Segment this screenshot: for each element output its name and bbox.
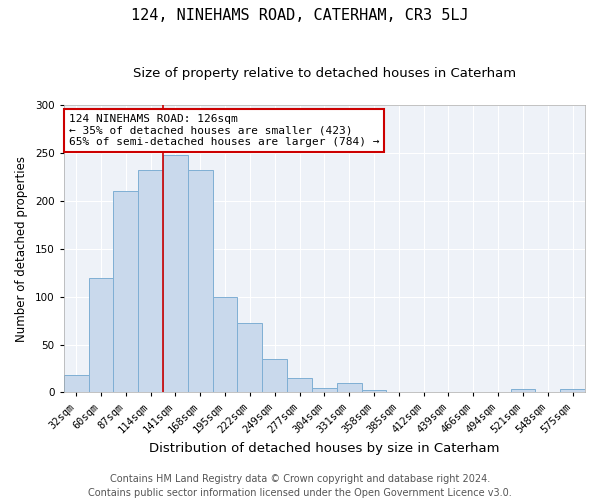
Bar [163, 155, 188, 392]
Bar [337, 383, 362, 392]
Bar [287, 378, 312, 392]
Bar [89, 278, 113, 392]
Bar [312, 388, 337, 392]
Bar [64, 375, 89, 392]
Y-axis label: Number of detached properties: Number of detached properties [15, 156, 28, 342]
Bar [212, 296, 238, 392]
Bar [238, 322, 262, 392]
Text: 124 NINEHAMS ROAD: 126sqm
← 35% of detached houses are smaller (423)
65% of semi: 124 NINEHAMS ROAD: 126sqm ← 35% of detac… [69, 114, 379, 147]
Bar [262, 359, 287, 392]
Bar [362, 390, 386, 392]
Bar [560, 388, 585, 392]
Title: Size of property relative to detached houses in Caterham: Size of property relative to detached ho… [133, 68, 516, 80]
Bar [511, 388, 535, 392]
Bar [188, 170, 212, 392]
Bar [138, 170, 163, 392]
Bar [113, 192, 138, 392]
Text: 124, NINEHAMS ROAD, CATERHAM, CR3 5LJ: 124, NINEHAMS ROAD, CATERHAM, CR3 5LJ [131, 8, 469, 22]
Text: Contains HM Land Registry data © Crown copyright and database right 2024.
Contai: Contains HM Land Registry data © Crown c… [88, 474, 512, 498]
X-axis label: Distribution of detached houses by size in Caterham: Distribution of detached houses by size … [149, 442, 500, 455]
